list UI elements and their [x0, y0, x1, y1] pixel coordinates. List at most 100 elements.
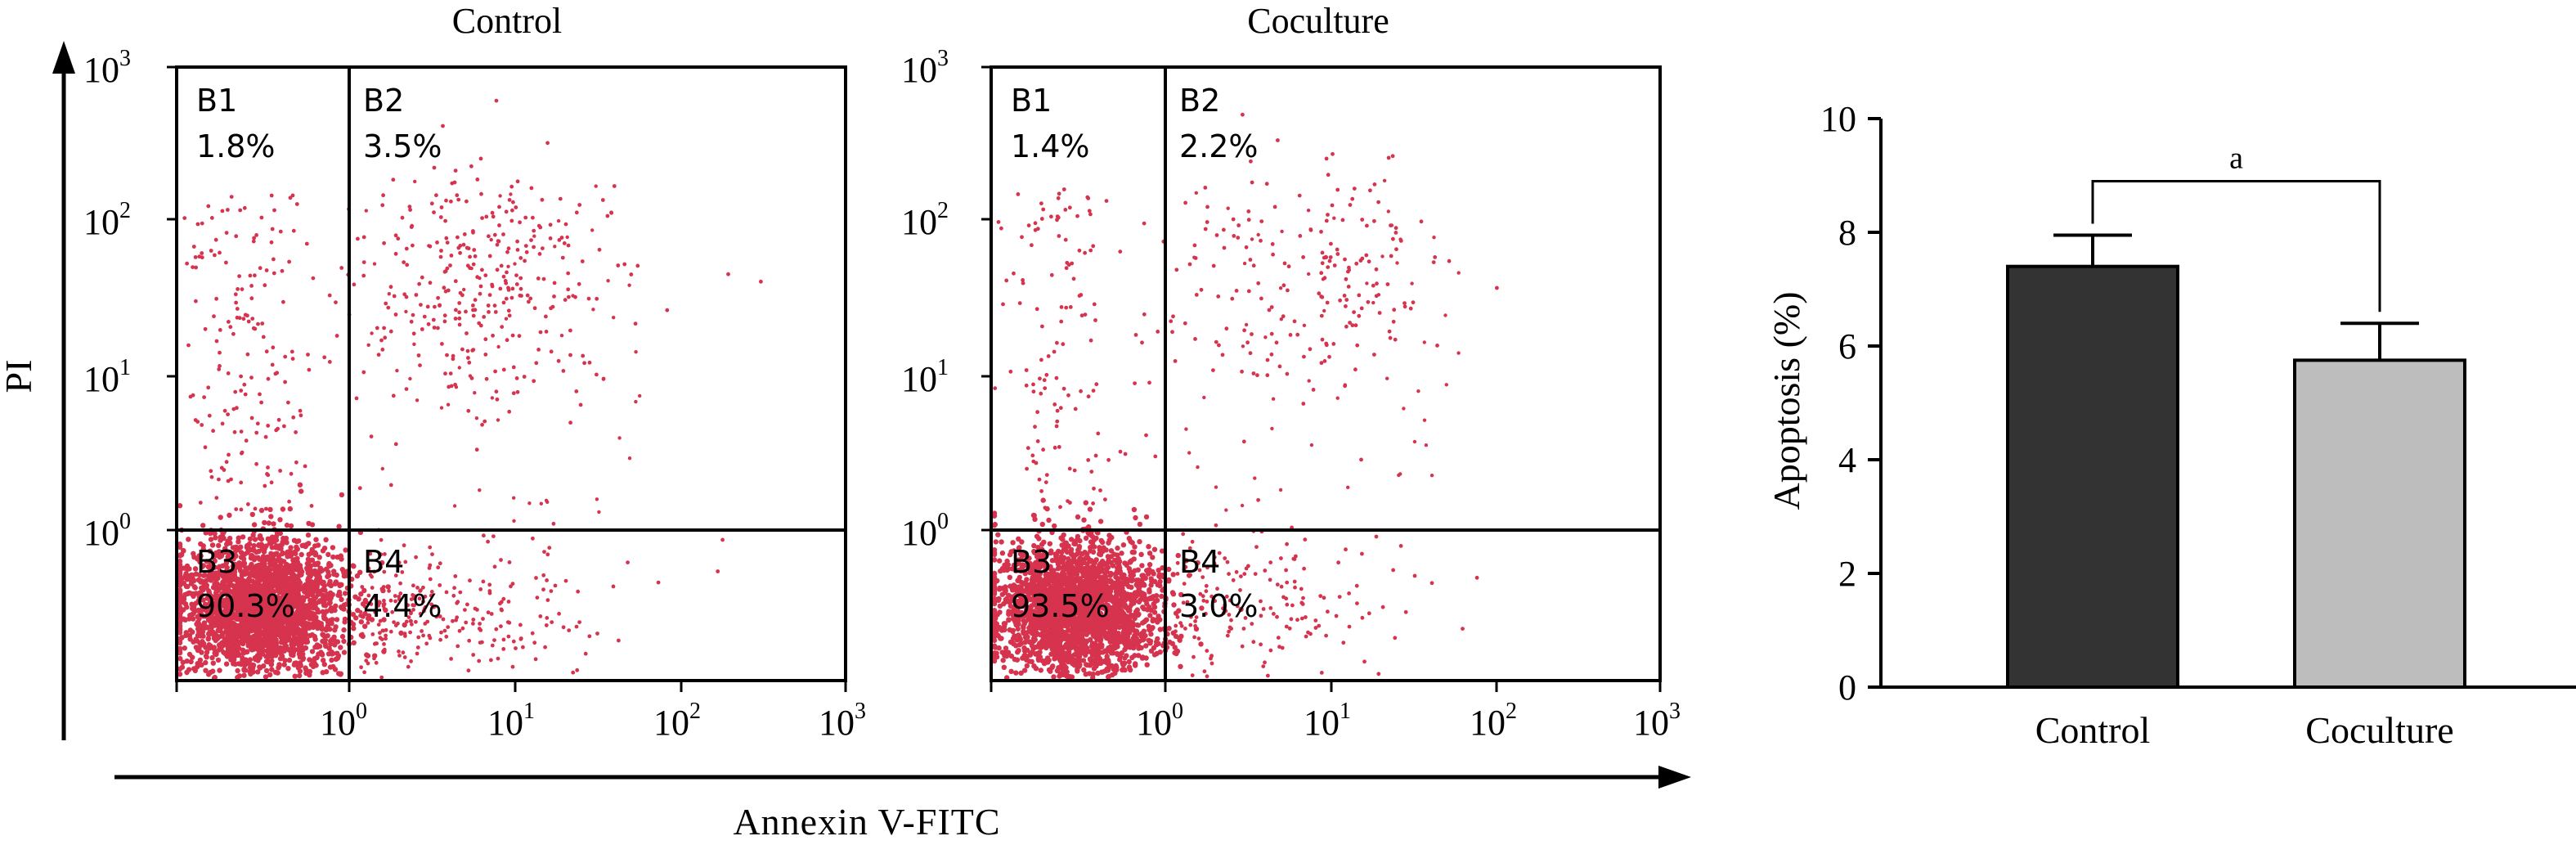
event-dot	[323, 537, 329, 542]
event-dot	[443, 289, 448, 294]
event-dot	[246, 502, 250, 506]
event-dot	[523, 215, 528, 220]
event-dot	[545, 552, 550, 557]
event-dot	[491, 214, 496, 219]
event-dot	[314, 644, 320, 649]
event-dot	[218, 364, 222, 368]
event-dot	[506, 308, 511, 313]
event-dot	[1120, 542, 1127, 548]
event-dot	[341, 649, 348, 655]
event-dot	[341, 638, 347, 645]
event-dot	[1018, 670, 1024, 676]
event-dot	[249, 296, 254, 301]
event-dot	[298, 597, 304, 604]
event-dot	[388, 483, 393, 488]
event-dot	[265, 472, 269, 476]
event-dot	[451, 357, 456, 362]
event-dot	[280, 506, 286, 512]
event-dot	[313, 569, 319, 574]
event-dot	[231, 331, 236, 336]
event-dot	[518, 623, 523, 627]
event-dot	[495, 242, 500, 247]
event-dot	[536, 276, 541, 281]
event-dot	[1051, 674, 1057, 680]
event-dot	[484, 214, 489, 219]
event-dot	[501, 232, 505, 236]
event-dot	[203, 659, 209, 666]
event-dot	[303, 665, 308, 671]
event-dot	[541, 246, 545, 250]
event-dot	[325, 619, 331, 625]
event-dot	[557, 611, 561, 616]
event-dot	[372, 641, 377, 646]
event-dot	[251, 239, 256, 244]
event-dot	[326, 645, 332, 651]
quadrant-percent-b3: 90.3%	[196, 588, 295, 624]
event-dot	[464, 331, 469, 335]
quadrant-name-b3: B3	[196, 544, 237, 580]
event-dot	[563, 222, 568, 227]
event-dot	[356, 596, 361, 602]
event-dot	[455, 615, 460, 620]
flow-y-axis-label: PI	[0, 360, 39, 393]
event-dot	[334, 617, 340, 623]
event-dot	[1198, 641, 1204, 647]
event-dot	[200, 221, 204, 226]
event-dot	[612, 316, 616, 320]
event-dot	[255, 576, 261, 582]
event-dot	[537, 252, 542, 256]
event-dot	[466, 408, 471, 413]
event-dot	[297, 672, 303, 679]
event-dot	[184, 658, 190, 664]
event-dot	[240, 534, 246, 540]
event-dot	[451, 593, 456, 598]
event-dot	[427, 244, 431, 248]
event-dot	[409, 659, 413, 663]
event-dot	[263, 483, 267, 488]
event-dot	[591, 308, 595, 312]
event-dot	[1030, 649, 1035, 655]
event-dot	[494, 627, 499, 632]
event-dot	[574, 624, 579, 629]
event-dot	[203, 326, 208, 331]
event-dot	[320, 581, 325, 587]
quadrant-name-b1: B1	[196, 83, 237, 119]
event-dot	[402, 655, 407, 659]
event-dot	[504, 296, 509, 301]
event-dot	[248, 671, 254, 676]
event-dot	[218, 250, 222, 255]
event-dot	[504, 209, 509, 214]
event-dot	[382, 240, 386, 245]
event-dot	[553, 245, 557, 249]
event-dot	[456, 600, 460, 605]
event-dot	[453, 574, 458, 578]
event-dot	[283, 537, 289, 544]
event-dot	[190, 616, 196, 622]
event-dot	[541, 276, 546, 281]
event-dot	[386, 305, 391, 310]
event-dot	[200, 639, 205, 645]
event-dot	[306, 589, 312, 596]
event-dot	[461, 242, 466, 247]
event-dot	[272, 669, 279, 675]
event-dot	[471, 230, 475, 235]
event-dot	[541, 587, 545, 592]
event-dot	[289, 574, 295, 581]
event-dot	[330, 650, 336, 656]
event-dot	[530, 631, 535, 636]
event-dot	[532, 306, 537, 311]
event-dot	[518, 293, 523, 298]
event-dot	[1083, 535, 1089, 542]
event-dot	[361, 273, 366, 278]
event-dot	[191, 245, 196, 249]
event-dot	[467, 638, 472, 643]
event-dot	[545, 578, 549, 582]
event-dot	[232, 429, 237, 434]
event-dot	[1122, 560, 1128, 566]
event-dot	[312, 595, 319, 600]
event-dot	[612, 184, 617, 188]
event-dot	[571, 294, 575, 298]
event-dot	[218, 350, 222, 355]
event-dot	[500, 325, 505, 329]
event-dot	[270, 362, 275, 367]
